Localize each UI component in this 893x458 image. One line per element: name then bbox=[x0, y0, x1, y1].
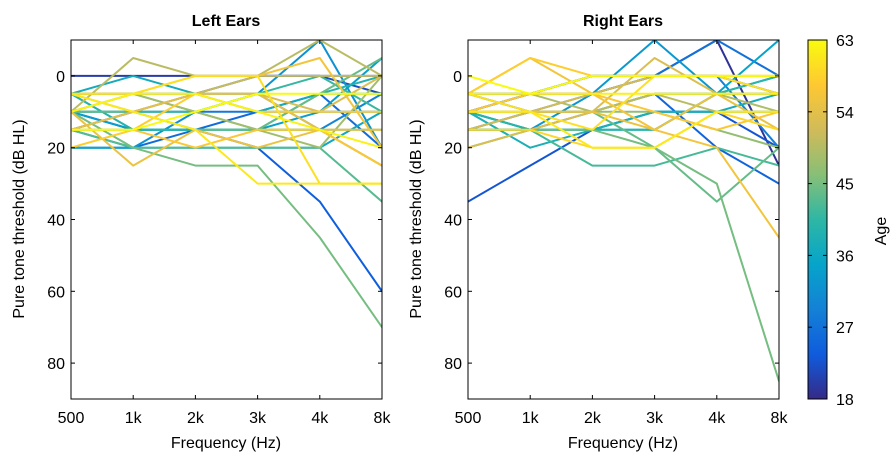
x-tick-label: 500 bbox=[58, 410, 85, 427]
y-tick-label: 40 bbox=[444, 213, 462, 230]
right-ears-panel: Right Ears 0 20 40 60 80 500 1k 2k 3k 4k 8k Frequ… bbox=[408, 13, 788, 452]
left-ears-panel: Left Ears 0 20 40 60 80 500 1k 2k 3k 4k 8k Freque… bbox=[11, 13, 391, 452]
y-tick-label: 20 bbox=[47, 141, 65, 158]
series-line bbox=[468, 74, 779, 131]
x-tick-label: 8k bbox=[374, 410, 392, 427]
series-line bbox=[71, 92, 382, 185]
colorbar-tick-label: 18 bbox=[836, 392, 854, 409]
left-y-ticks: 0 20 40 60 80 bbox=[47, 69, 382, 373]
right-x-axis-label: Frequency (Hz) bbox=[568, 435, 678, 452]
y-tick-label: 0 bbox=[453, 69, 462, 86]
y-tick-label: 60 bbox=[47, 284, 65, 301]
colorbar-tick-label: 27 bbox=[836, 320, 854, 337]
series-line bbox=[468, 74, 779, 95]
series-line bbox=[71, 92, 382, 131]
left-panel-title: Left Ears bbox=[192, 13, 261, 30]
colorbar-ticks: 18 27 36 45 54 63 bbox=[808, 33, 854, 409]
x-tick-label: 3k bbox=[249, 410, 267, 427]
right-y-ticks: 0 20 40 60 80 bbox=[444, 69, 779, 373]
left-x-ticks: 500 1k 2k 3k 4k 8k bbox=[58, 40, 392, 427]
x-tick-label: 1k bbox=[125, 410, 143, 427]
colorbar-frame bbox=[807, 39, 828, 400]
left-x-axis-label: Frequency (Hz) bbox=[171, 435, 281, 452]
left-series-group bbox=[71, 40, 382, 329]
series-line bbox=[71, 110, 382, 329]
x-tick-label: 4k bbox=[708, 410, 726, 427]
x-tick-label: 2k bbox=[187, 410, 205, 427]
series-line bbox=[71, 92, 382, 131]
colorbar: 18 27 36 45 54 63 Age bbox=[807, 33, 890, 409]
x-tick-label: 2k bbox=[584, 410, 602, 427]
right-y-axis-label: Pure tone threshold (dB HL) bbox=[408, 119, 425, 318]
left-y-axis-label: Pure tone threshold (dB HL) bbox=[11, 119, 28, 318]
y-tick-label: 40 bbox=[47, 213, 65, 230]
y-tick-label: 60 bbox=[444, 284, 462, 301]
colorbar-tick-label: 45 bbox=[836, 177, 854, 194]
colorbar-label: Age bbox=[873, 217, 890, 246]
series-line bbox=[468, 110, 779, 149]
x-tick-label: 8k bbox=[771, 410, 789, 427]
right-x-ticks: 500 1k 2k 3k 4k 8k bbox=[455, 40, 789, 427]
x-tick-label: 4k bbox=[311, 410, 329, 427]
y-tick-label: 80 bbox=[444, 356, 462, 373]
colorbar-tick-label: 54 bbox=[836, 105, 854, 122]
right-panel-title: Right Ears bbox=[583, 13, 663, 30]
series-line bbox=[71, 128, 382, 203]
y-tick-label: 0 bbox=[56, 69, 65, 86]
right-series-group bbox=[468, 40, 779, 383]
series-line bbox=[468, 128, 779, 383]
x-tick-label: 3k bbox=[646, 410, 664, 427]
y-tick-label: 80 bbox=[47, 356, 65, 373]
x-tick-label: 500 bbox=[455, 410, 482, 427]
series-line bbox=[71, 57, 382, 131]
y-tick-label: 20 bbox=[444, 141, 462, 158]
colorbar-tick-label: 36 bbox=[836, 248, 854, 265]
x-tick-label: 1k bbox=[522, 410, 540, 427]
colorbar-gradient bbox=[808, 40, 827, 399]
colorbar-tick-label: 63 bbox=[836, 33, 854, 50]
